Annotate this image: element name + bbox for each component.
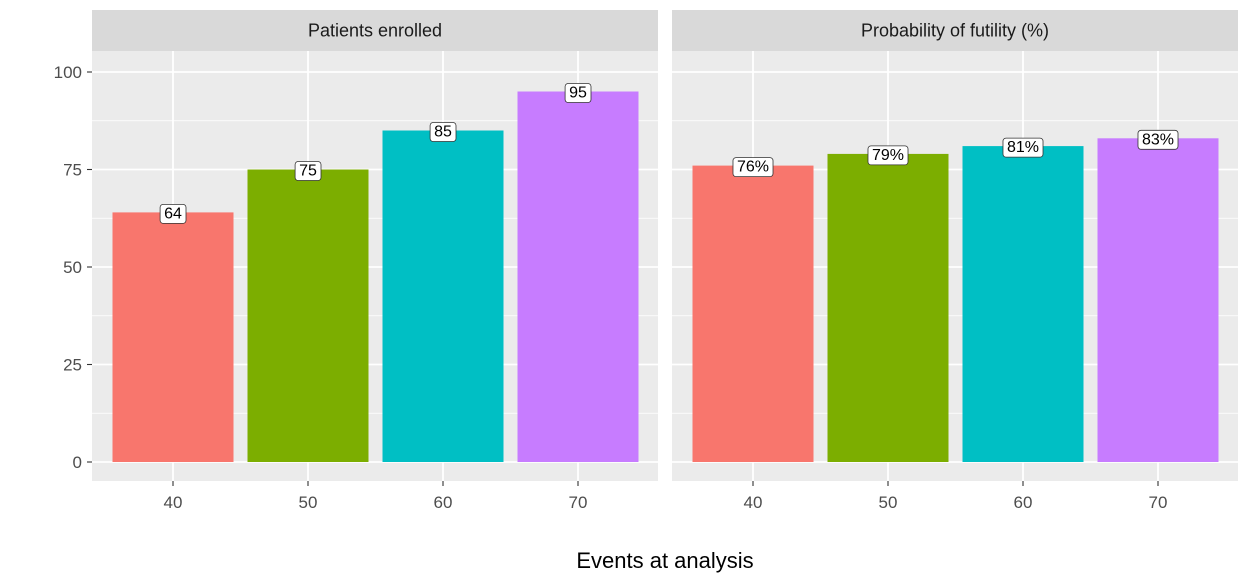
bar-label-box [732,157,774,178]
bar-label-text: 75 [299,163,317,180]
bar-label-box [564,83,592,103]
bar [1097,138,1219,463]
bar [382,130,504,462]
bar [827,153,949,462]
x-axis-title: Events at analysis [576,548,753,573]
bar-label: 75 [294,161,322,181]
x-tick-label: 70 [569,493,588,512]
panel-strip [672,10,1238,51]
bar-label: 76% [732,157,774,178]
bar-label-text: 95 [569,85,587,102]
bar-label-text: 83% [1142,131,1174,148]
bar-label-text: 85 [434,124,452,141]
y-tick-label: 50 [63,258,82,277]
bar [247,169,369,462]
y-tick-label: 75 [63,161,82,180]
bar-label-text: 79% [872,147,904,164]
x-tick-label: 60 [1014,493,1033,512]
panel-title: Probability of futility (%) [861,21,1049,41]
panel-patients-enrolled: Patients enrolled 64 75 85 95 40 50 60 70 [92,10,658,512]
panel-title: Patients enrolled [308,21,442,41]
x-tick-label: 40 [164,493,183,512]
bar-label-box [294,161,322,181]
bar [517,91,639,462]
bar [112,212,234,462]
panel-strip [92,10,658,51]
bar-label: 64 [159,203,187,224]
bar-label-box [429,122,457,142]
y-tick-label: 25 [63,356,82,375]
y-axis: 0 25 50 75 100 [54,63,92,472]
bar-label-text: 76% [737,159,769,176]
panel-probability-of-futility: Probability of futility (%) 76% 79% 81% 83%… [672,10,1238,512]
x-tick-label: 60 [434,493,453,512]
bar-label: 83% [1137,129,1179,150]
bar-label-text: 64 [164,205,182,222]
bar [962,146,1084,462]
y-tick-label: 100 [54,63,82,82]
bar-label: 85 [429,122,457,142]
bar-label-box [159,203,187,224]
bar-label-box [867,145,909,166]
x-tick-label: 70 [1149,493,1168,512]
bar-label: 95 [564,83,592,103]
bar-label-text: 81% [1007,139,1039,156]
x-tick-label: 50 [299,493,318,512]
x-tick-label: 40 [744,493,763,512]
x-tick-label: 50 [879,493,898,512]
bar-label-box [1002,137,1044,158]
bar [692,165,814,462]
bar-label-box [1137,129,1179,150]
bar-label: 79% [867,145,909,166]
bar-label: 81% [1002,137,1044,158]
y-tick-label: 0 [73,453,82,472]
